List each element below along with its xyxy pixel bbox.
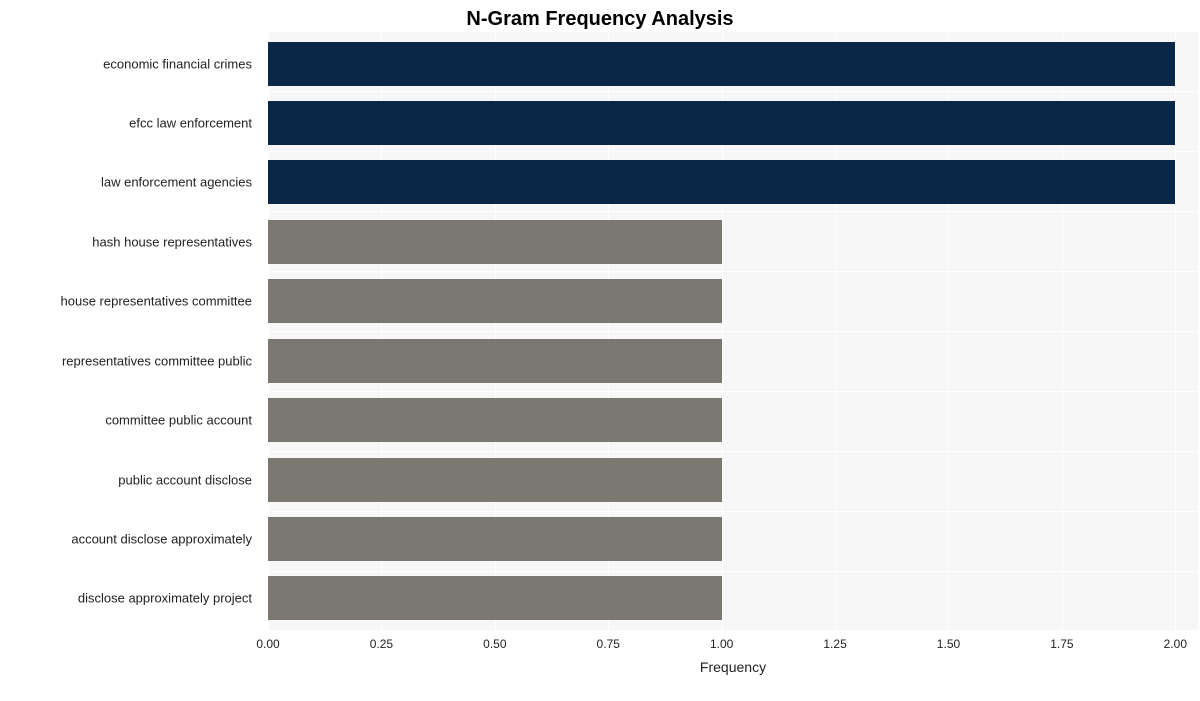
gridline-horizontal	[268, 91, 1198, 92]
ngram-frequency-chart: N-Gram Frequency Analysis Frequency 0.00…	[8, 8, 1192, 631]
x-axis-title: Frequency	[700, 659, 766, 675]
bar	[268, 339, 722, 383]
bar	[268, 398, 722, 442]
bar	[268, 42, 1175, 86]
gridline-horizontal	[268, 271, 1198, 272]
x-tick-label: 1.50	[937, 637, 960, 651]
x-tick-label: 1.00	[710, 637, 733, 651]
x-tick-label: 0.75	[597, 637, 620, 651]
y-tick-label: economic financial crimes	[103, 56, 252, 71]
gridline-horizontal	[268, 151, 1198, 152]
y-tick-label: efcc law enforcement	[129, 116, 252, 131]
x-tick-label: 0.25	[370, 637, 393, 651]
y-tick-label: account disclose approximately	[71, 531, 252, 546]
x-tick-label: 1.25	[823, 637, 846, 651]
y-tick-label: public account disclose	[118, 472, 252, 487]
bar	[268, 220, 722, 264]
y-tick-label: hash house representatives	[92, 234, 252, 249]
y-tick-label: disclose approximately project	[78, 591, 252, 606]
bar	[268, 458, 722, 502]
gridline-horizontal	[268, 571, 1198, 572]
gridline-horizontal	[268, 391, 1198, 392]
x-tick-label: 1.75	[1050, 637, 1073, 651]
gridline-vertical	[1175, 31, 1176, 631]
bar	[268, 517, 722, 561]
y-tick-label: law enforcement agencies	[101, 175, 252, 190]
gridline-horizontal	[268, 630, 1198, 631]
y-tick-label: house representatives committee	[61, 294, 252, 309]
x-tick-label: 0.50	[483, 637, 506, 651]
bar	[268, 101, 1175, 145]
gridline-horizontal	[268, 31, 1198, 32]
bar	[268, 160, 1175, 204]
y-tick-label: representatives committee public	[62, 353, 252, 368]
y-tick-label: committee public account	[105, 413, 252, 428]
gridline-horizontal	[268, 511, 1198, 512]
bar	[268, 279, 722, 323]
plot-area: Frequency 0.000.250.500.751.001.251.501.…	[268, 31, 1198, 631]
gridline-horizontal	[268, 331, 1198, 332]
bar	[268, 576, 722, 620]
gridline-horizontal	[268, 451, 1198, 452]
x-tick-label: 0.00	[256, 637, 279, 651]
gridline-horizontal	[268, 211, 1198, 212]
chart-title: N-Gram Frequency Analysis	[8, 8, 1192, 31]
x-tick-label: 2.00	[1164, 637, 1187, 651]
